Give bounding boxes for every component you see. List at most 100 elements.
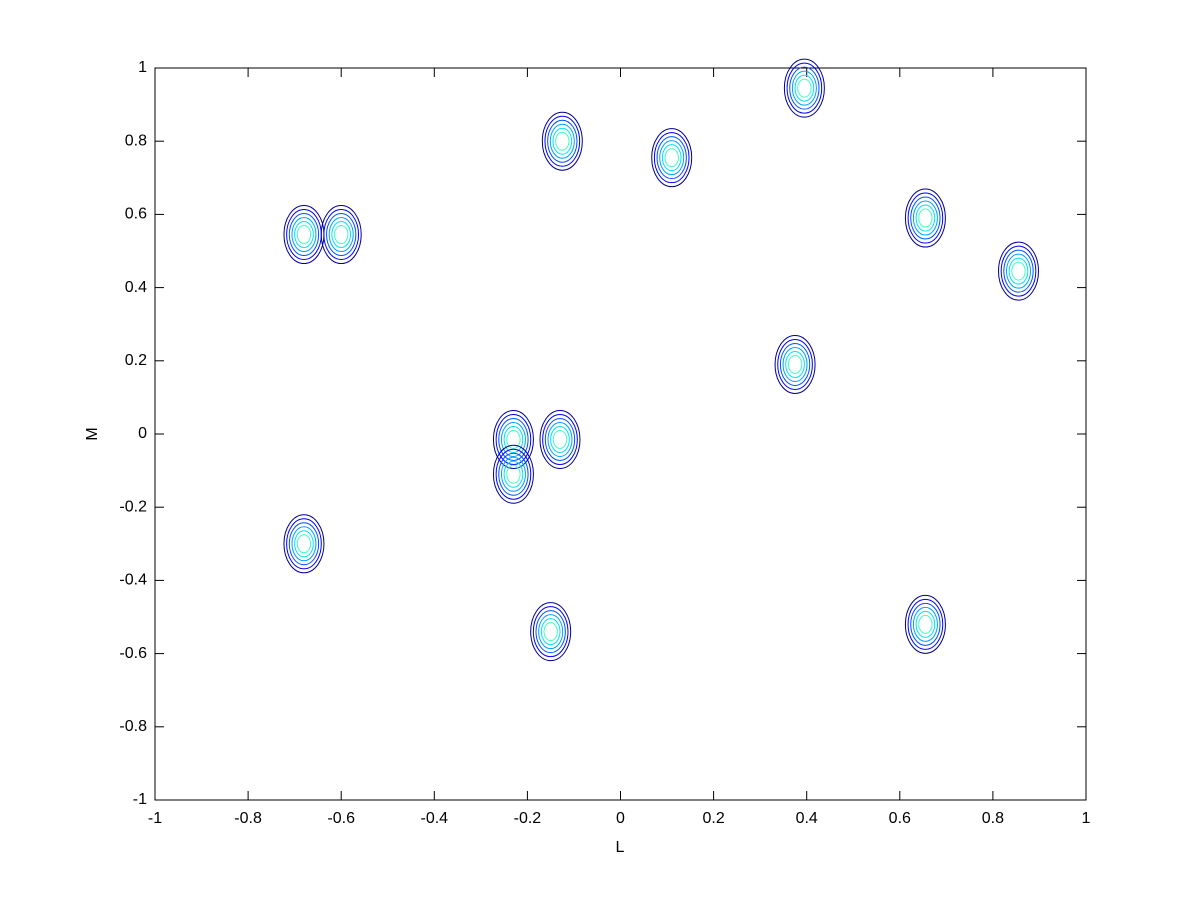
plot-area xyxy=(154,67,1087,801)
contour-line xyxy=(540,618,561,646)
contour-line xyxy=(538,614,564,650)
contour-line xyxy=(320,205,362,265)
contour-line xyxy=(506,429,521,449)
x-tick-label: -0.4 xyxy=(421,810,449,827)
contour-line xyxy=(296,534,312,554)
contour-line xyxy=(998,241,1040,301)
contour-line xyxy=(495,413,532,465)
y-tick-label: -0.6 xyxy=(119,645,147,662)
y-tick-label: 1 xyxy=(138,59,147,76)
contour-line xyxy=(549,123,575,159)
x-tick-label: 0 xyxy=(616,810,625,827)
contour-line xyxy=(503,425,524,453)
y-tick-label: -0.2 xyxy=(119,498,147,515)
contour-line xyxy=(797,78,812,98)
contour-line xyxy=(500,456,526,492)
contour-line xyxy=(785,350,805,378)
x-tick-label: 1 xyxy=(1082,810,1091,827)
contour-line xyxy=(296,225,312,245)
y-axis-label: M xyxy=(84,427,101,440)
contour-line xyxy=(907,192,944,244)
contour-line xyxy=(552,429,568,449)
contour-line xyxy=(555,131,570,151)
contour-line xyxy=(794,74,815,102)
contour-line xyxy=(503,460,524,488)
contour-line xyxy=(547,421,573,457)
contour-line xyxy=(539,409,581,469)
contour-line xyxy=(547,119,578,163)
contour-line xyxy=(498,452,529,496)
contour-line xyxy=(915,204,936,232)
contour-line xyxy=(550,425,570,453)
contour-line xyxy=(653,132,690,184)
contour-line xyxy=(782,346,808,382)
contour-line xyxy=(291,217,317,253)
y-tick-label: -0.4 xyxy=(119,572,147,589)
x-tick-label: 0.2 xyxy=(702,810,724,827)
contour-line xyxy=(777,338,813,390)
contour-line xyxy=(294,530,314,558)
contour-line xyxy=(326,213,357,257)
x-tick-label: -0.6 xyxy=(327,810,355,827)
contour-line xyxy=(912,606,938,642)
contour-line xyxy=(286,518,322,570)
contour-line xyxy=(659,140,685,176)
contour-line xyxy=(530,602,572,662)
contour-line xyxy=(1003,249,1034,293)
x-tick-label: -1 xyxy=(148,810,162,827)
contour-line xyxy=(294,221,314,249)
contour-line xyxy=(492,444,534,504)
x-tick-label: -0.8 xyxy=(234,810,262,827)
contour-line xyxy=(552,127,573,155)
contour-line xyxy=(774,334,816,394)
y-tick-label: 0.8 xyxy=(125,132,147,149)
contour-line xyxy=(291,526,317,562)
contour-line xyxy=(787,354,803,374)
contour-line xyxy=(918,614,933,634)
contour-line xyxy=(323,209,360,261)
contour-line xyxy=(495,448,532,500)
contour-line xyxy=(904,188,946,248)
contour-line xyxy=(506,464,521,484)
contour-line xyxy=(783,58,825,118)
contour-line xyxy=(542,413,578,465)
contour-line xyxy=(651,128,693,188)
contour-line xyxy=(789,66,820,110)
contour-line xyxy=(498,417,529,461)
contour-line xyxy=(283,514,325,574)
y-tick-label: -0.8 xyxy=(119,718,147,735)
contour-line xyxy=(661,144,682,172)
contour-line xyxy=(1008,257,1029,285)
contour-line xyxy=(664,148,679,168)
contour-line xyxy=(656,136,687,180)
contour-line xyxy=(912,200,938,236)
contour-line xyxy=(910,196,941,240)
contour-line xyxy=(500,421,526,457)
contour-line xyxy=(1006,253,1032,289)
contour-line xyxy=(786,62,823,114)
y-tick-label: 0.2 xyxy=(125,352,147,369)
x-tick-label: 0.6 xyxy=(889,810,911,827)
y-tick-label: 0.6 xyxy=(125,206,147,223)
x-tick-label: 0.4 xyxy=(796,810,818,827)
contour-line xyxy=(904,594,946,654)
contour-line xyxy=(532,606,569,658)
contour-line xyxy=(543,622,558,642)
contour-line xyxy=(535,610,566,654)
contour-line xyxy=(331,221,352,249)
contour-line xyxy=(1000,245,1037,297)
x-tick-label: -0.2 xyxy=(514,810,542,827)
contour-line xyxy=(918,208,933,228)
contour-line xyxy=(492,409,534,469)
x-tick-label: 0.8 xyxy=(982,810,1004,827)
contour-line xyxy=(910,602,941,646)
y-tick-label: -1 xyxy=(133,791,147,808)
contour-line xyxy=(328,217,354,253)
contour-line xyxy=(907,598,944,650)
contour-line xyxy=(791,70,817,106)
contour-line xyxy=(288,522,320,566)
contour-line xyxy=(1011,261,1026,281)
contour-line xyxy=(288,213,320,257)
contour-line xyxy=(334,225,349,245)
